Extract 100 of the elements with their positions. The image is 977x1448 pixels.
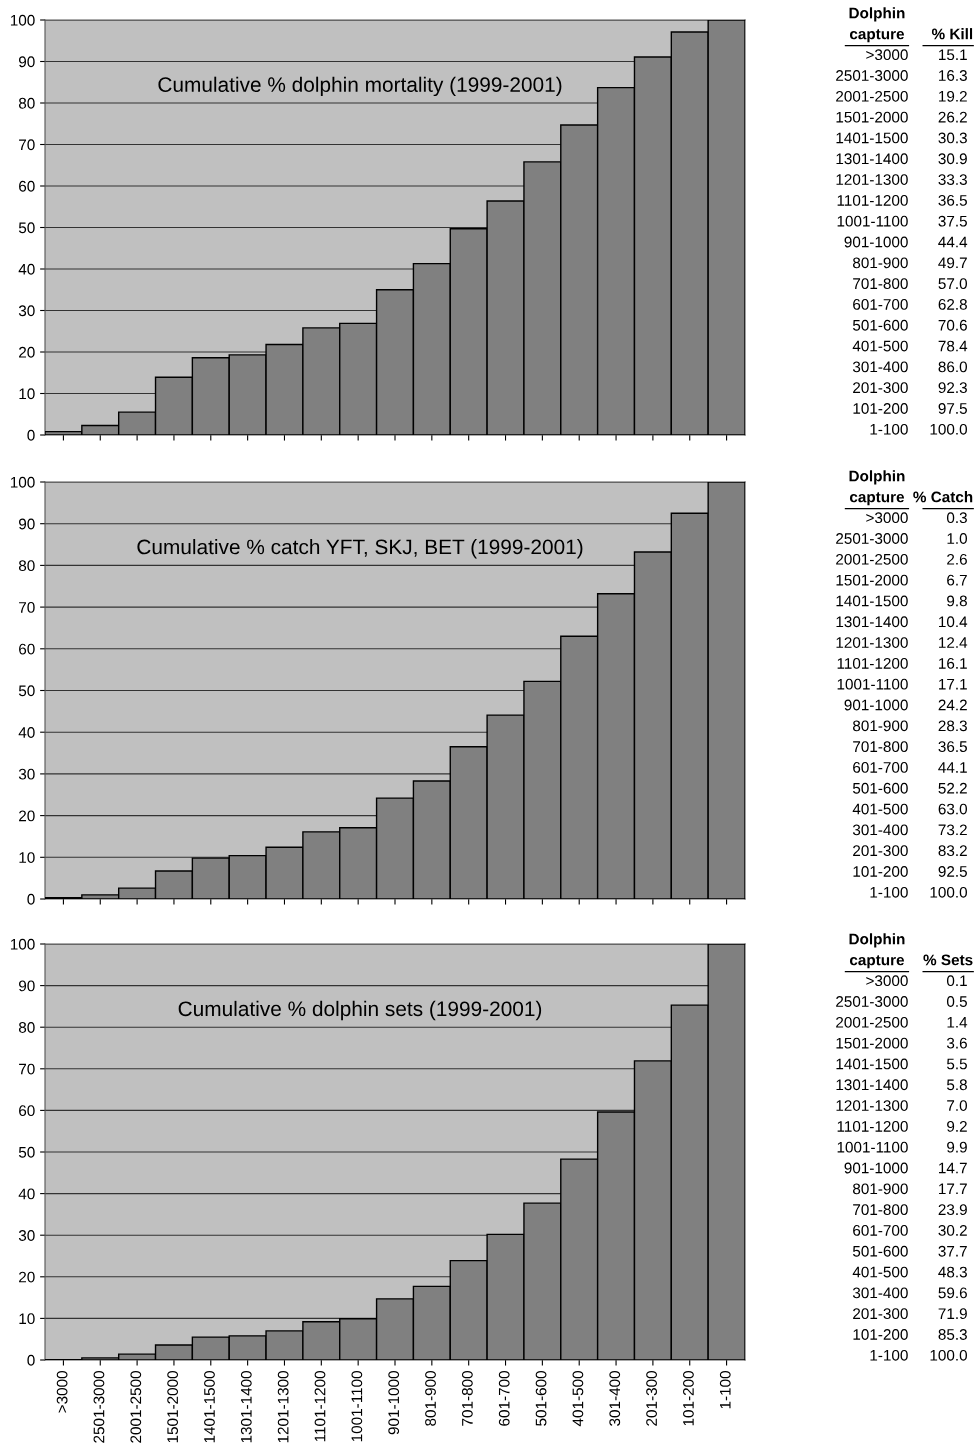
category-label: 1-100	[870, 1349, 908, 1361]
x-tick-label: 1101-1200	[314, 1371, 326, 1442]
category-label: 801-900	[853, 1183, 908, 1195]
y-tick-label: 100	[10, 938, 35, 950]
data-label: 19.2	[939, 90, 967, 102]
category-label: 2001-2500	[836, 553, 908, 565]
data-label: 52.2	[938, 782, 967, 794]
category-label: 801-900	[853, 720, 908, 732]
data-label: 78.4	[938, 340, 968, 352]
data-label: 1.4	[947, 1017, 968, 1028]
y-tick-label: 100	[10, 14, 35, 26]
data-label: 15.1	[939, 49, 967, 61]
category-label: 1201-1300	[836, 1100, 908, 1111]
data-label: 83.2	[938, 845, 967, 857]
category-label: 1501-2000	[836, 111, 908, 123]
category-label: 1001-1100	[837, 678, 908, 690]
category-label: 1501-2000	[836, 1037, 908, 1049]
category-label: 1001-1100	[837, 215, 908, 227]
category-label: 301-400	[852, 361, 908, 373]
x-tick-label: 901-1000	[388, 1371, 400, 1435]
y-tick-label: 30	[18, 305, 35, 317]
y-tick-label: 70	[19, 601, 35, 613]
y-tick-label: 90	[19, 518, 35, 530]
y-tick-label: 0	[27, 429, 35, 441]
category-label: 601-700	[853, 762, 908, 773]
data-label: 62.8	[938, 299, 967, 310]
data-label: 86.0	[938, 361, 968, 373]
category-label: 101-200	[853, 866, 908, 877]
data-label: 85.3	[938, 1329, 967, 1340]
x-tick-label: 2501-3000	[93, 1371, 105, 1443]
category-label: 1301-1400	[836, 616, 908, 628]
data-label: 10.4	[939, 616, 968, 628]
y-tick-label: 50	[18, 222, 35, 234]
category-label: 601-700	[853, 299, 908, 310]
category-label: 201-300	[853, 1308, 908, 1320]
data-label: 6.7	[947, 574, 967, 586]
text: Dolphin capture	[849, 933, 905, 969]
data-label: 5.8	[946, 1079, 967, 1091]
x-tick-label: 101-200	[683, 1371, 694, 1426]
data-label: 7.0	[947, 1100, 967, 1111]
x-tick-label: 201-300	[646, 1371, 657, 1426]
text: Dolphin capture	[849, 470, 905, 506]
text: % Sets	[923, 954, 973, 966]
data-label: 14.7	[939, 1162, 967, 1174]
y-tick-label: 20	[19, 346, 35, 358]
data-label: 23.9	[938, 1204, 967, 1216]
y-tick-label: 100	[10, 476, 35, 488]
data-label: 5.5	[946, 1058, 967, 1070]
category-label: 2001-2500	[836, 90, 908, 102]
y-tick-label: 70	[19, 139, 35, 151]
x-tick-label: 2001-2500	[130, 1371, 142, 1443]
data-label: 17.1	[939, 678, 967, 690]
category-label: 1301-1400	[836, 153, 908, 165]
category-label: 701-800	[853, 278, 908, 290]
category-label: 201-300	[853, 845, 908, 857]
data-label: 30.3	[938, 132, 967, 144]
data-label: 9.8	[947, 595, 967, 607]
category-label: 101-200	[853, 1329, 908, 1340]
y-tick-label: 40	[18, 727, 35, 738]
category-label: 501-600	[852, 1245, 908, 1257]
data-label: 30.9	[938, 153, 967, 165]
data-label: 17.7	[939, 1183, 967, 1195]
category-label: 1101-1200	[837, 194, 908, 206]
y-tick-label: 60	[19, 643, 35, 655]
category-label: 2501-3000	[836, 70, 908, 81]
y-tick-label: 90	[19, 56, 35, 68]
x-tick-label: 701-800	[461, 1371, 473, 1426]
y-tick-label: 10	[19, 388, 35, 400]
category-label: 1201-1300	[836, 174, 908, 185]
data-label: 44.4	[938, 236, 968, 248]
y-tick-label: 20	[19, 810, 35, 822]
y-tick-label: 60	[19, 180, 35, 192]
data-label: 0.3	[946, 512, 967, 524]
data-label: 9.9	[947, 1141, 967, 1153]
data-label: 0.1	[946, 975, 967, 987]
category-label: >3000	[866, 512, 908, 524]
text: Cumulative % dolphin mortality (1999-2001)	[158, 76, 562, 97]
x-tick-label: 401-500	[572, 1371, 584, 1427]
data-label: 30.2	[938, 1225, 967, 1236]
y-tick-label: 10	[19, 852, 35, 863]
text: Cumulative % catch YFT, SKJ, BET (1999-2001)	[137, 539, 583, 559]
y-tick-label: 20	[19, 1271, 35, 1283]
category-label: 901-1000	[844, 1162, 908, 1174]
x-tick-label: 601-700	[498, 1371, 510, 1426]
data-label: 57.0	[938, 278, 968, 290]
data-label: 1.0	[947, 533, 967, 544]
data-label: 48.3	[938, 1266, 967, 1278]
category-label: 401-500	[852, 803, 908, 815]
data-label: 0.5	[946, 996, 967, 1007]
data-label: 33.3	[938, 174, 967, 185]
category-label: 401-500	[852, 340, 908, 352]
data-label: 36.5	[938, 741, 967, 753]
data-label: 24.2	[938, 699, 967, 711]
data-label: 92.3	[938, 382, 967, 394]
y-tick-label: 50	[18, 1146, 35, 1158]
y-tick-label: 30	[18, 768, 35, 780]
x-tick-label: 801-900	[425, 1371, 436, 1426]
category-label: 1401-1500	[836, 1058, 908, 1070]
x-tick-label: 301-400	[609, 1371, 621, 1426]
category-label: 601-700	[853, 1225, 908, 1236]
